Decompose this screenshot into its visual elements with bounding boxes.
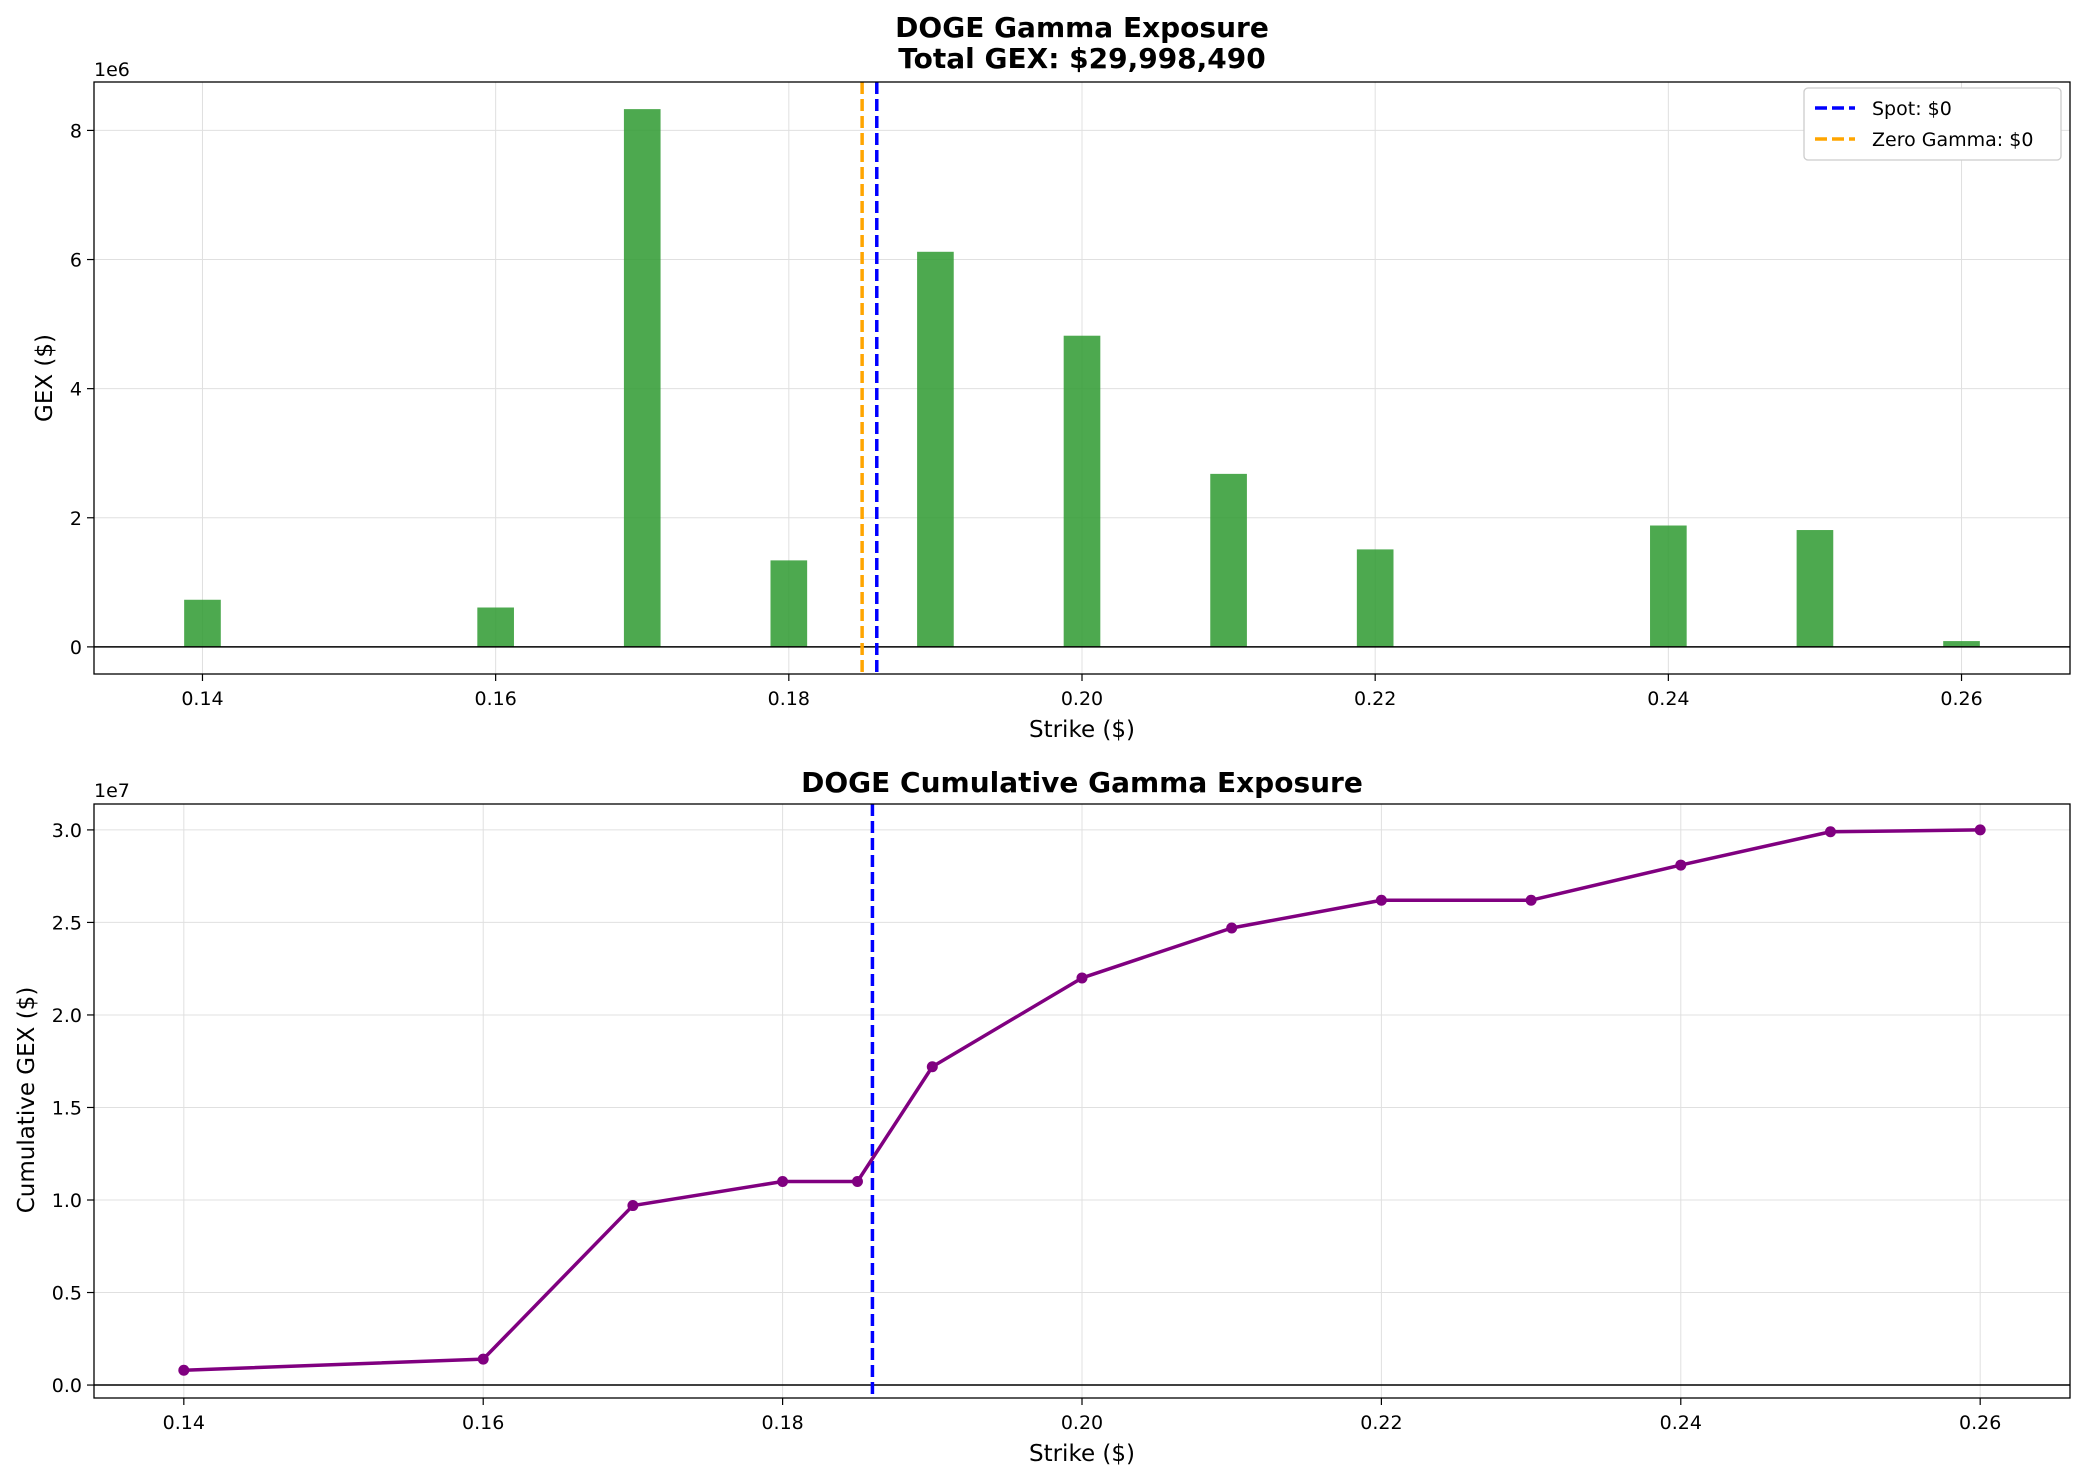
cumulative-gex-line-chart: DOGE Cumulative Gamma Exposure 1e7 0.14 0… — [14, 766, 2071, 1467]
cumulative-gex-point — [1375, 894, 1387, 906]
cumulative-gex-point — [777, 1175, 789, 1187]
chart1-bars — [184, 109, 1980, 647]
x-tick-label: 0.26 — [1959, 1412, 2001, 1434]
y-tick-label: 1.0 — [52, 1190, 82, 1212]
y-tick-label: 2.5 — [52, 912, 82, 934]
x-tick-label: 0.16 — [474, 688, 516, 710]
chart1-y-axis-label: GEX ($) — [32, 334, 58, 422]
x-tick-label: 0.22 — [1354, 688, 1396, 710]
chart2-x-axis-label: Strike ($) — [1029, 1441, 1135, 1467]
y-tick-label: 2 — [70, 508, 82, 530]
cumulative-gex-point — [851, 1175, 863, 1187]
y-tick-label: 0 — [70, 637, 82, 659]
chart2-y-axis-label: Cumulative GEX ($) — [14, 987, 40, 1214]
gex-bar — [477, 607, 514, 647]
cumulative-gex-point — [627, 1200, 639, 1212]
y-tick-label: 8 — [70, 120, 82, 142]
chart1-x-ticks: 0.14 0.16 0.18 0.20 0.22 0.24 0.26 — [181, 674, 1983, 710]
gex-bar — [1650, 525, 1687, 647]
chart1-legend: Spot: $0 Zero Gamma: $0 — [1803, 87, 2062, 161]
x-tick-label: 0.16 — [462, 1412, 504, 1434]
gex-bar — [1063, 335, 1101, 647]
gex-bar — [623, 109, 661, 647]
y-tick-label: 1.5 — [52, 1097, 82, 1119]
x-tick-label: 0.20 — [1061, 688, 1103, 710]
y-tick-label: 3.0 — [52, 820, 82, 842]
x-tick-label: 0.26 — [1940, 688, 1982, 710]
x-tick-label: 0.18 — [768, 688, 810, 710]
cumulative-gex-point — [1824, 826, 1836, 838]
chart1-y-ticks: 0 2 4 6 8 — [70, 120, 94, 659]
y-tick-label: 4 — [70, 379, 82, 401]
chart1-y-offset-label: 1e6 — [94, 59, 130, 81]
y-tick-label: 6 — [70, 250, 82, 272]
chart2-title: DOGE Cumulative Gamma Exposure — [801, 766, 1363, 799]
legend-zero-gamma-label: Zero Gamma: $0 — [1872, 129, 2033, 151]
x-tick-label: 0.18 — [761, 1412, 803, 1434]
cumulative-gex-point — [178, 1364, 190, 1376]
chart2-reference-lines — [94, 804, 2070, 1398]
x-tick-label: 0.14 — [163, 1412, 205, 1434]
gex-bar — [1943, 641, 1980, 647]
gex-bar — [770, 560, 808, 647]
x-tick-label: 0.24 — [1660, 1412, 1702, 1434]
cumulative-gex-point — [1076, 972, 1088, 984]
cumulative-gex-point — [926, 1061, 938, 1073]
cumulative-gex-point — [477, 1353, 489, 1365]
y-tick-label: 0.5 — [52, 1283, 82, 1305]
gex-bar — [1356, 549, 1394, 647]
cumulative-gex-point — [1525, 894, 1537, 906]
gex-bar-chart: DOGE Gamma Exposure Total GEX: $29,998,4… — [32, 11, 2071, 743]
cumulative-gex-point — [1675, 859, 1687, 871]
x-tick-label: 0.20 — [1061, 1412, 1103, 1434]
cumulative-gex-point — [1226, 922, 1238, 934]
legend-spot-label: Spot: $0 — [1872, 98, 1952, 120]
gex-bar — [184, 599, 221, 647]
x-tick-label: 0.22 — [1360, 1412, 1402, 1434]
gex-bar — [917, 251, 954, 647]
legend-box — [1803, 87, 2062, 161]
y-tick-label: 2.0 — [52, 1005, 82, 1027]
gex-bar — [1796, 530, 1834, 647]
x-tick-label: 0.14 — [181, 688, 223, 710]
x-tick-label: 0.24 — [1647, 688, 1689, 710]
chart1-x-axis-label: Strike ($) — [1029, 717, 1135, 743]
chart1-reference-lines — [94, 82, 2070, 674]
chart2-y-offset-label: 1e7 — [94, 780, 130, 802]
chart1-subtitle: Total GEX: $29,998,490 — [898, 42, 1266, 75]
cumulative-gex-point — [1974, 824, 1986, 836]
chart2-x-ticks: 0.14 0.16 0.18 0.20 0.22 0.24 0.26 — [163, 1398, 2001, 1434]
chart1-title: DOGE Gamma Exposure — [895, 11, 1269, 44]
gex-bar — [1210, 473, 1247, 647]
chart2-y-ticks: 0.0 0.5 1.0 1.5 2.0 2.5 3.0 — [52, 820, 94, 1397]
y-tick-label: 0.0 — [52, 1375, 82, 1397]
chart2-series — [178, 824, 1986, 1376]
